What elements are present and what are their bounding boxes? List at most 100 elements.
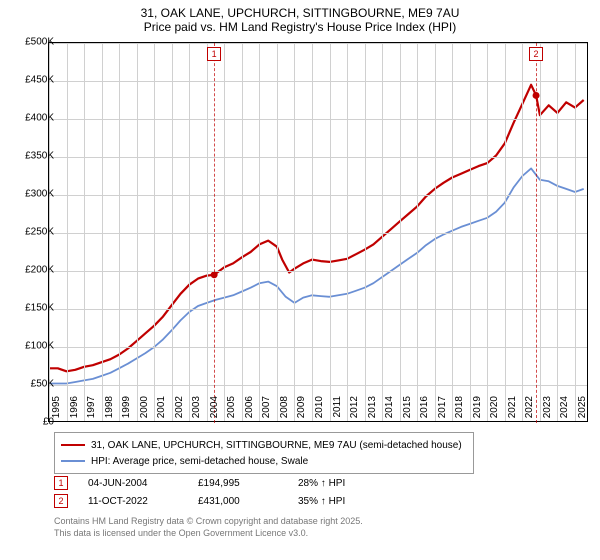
gridline-v — [540, 43, 541, 421]
x-axis-label: 2006 — [244, 396, 255, 426]
y-axis-label: £150K — [10, 303, 54, 314]
marker-box-1: 1 — [207, 47, 221, 61]
gridline-v — [557, 43, 558, 421]
tx-price-0: £194,995 — [198, 478, 278, 489]
gridline-v — [382, 43, 383, 421]
tx-price-1: £431,000 — [198, 496, 278, 507]
x-axis-label: 2019 — [472, 396, 483, 426]
marker-box-2: 2 — [529, 47, 543, 61]
gridline-v — [522, 43, 523, 421]
gridline-v — [417, 43, 418, 421]
x-axis-label: 2024 — [559, 396, 570, 426]
chart-plot-area: 12 — [48, 42, 588, 422]
y-axis-label: £250K — [10, 227, 54, 238]
legend-row: HPI: Average price, semi-detached house,… — [61, 453, 467, 469]
series-line-0 — [49, 85, 584, 372]
gridline-v — [137, 43, 138, 421]
footer-text: Contains HM Land Registry data © Crown c… — [54, 516, 363, 539]
tx-date-0: 04-JUN-2004 — [88, 478, 178, 489]
footer-line-1: Contains HM Land Registry data © Crown c… — [54, 516, 363, 528]
series-line-1 — [49, 168, 584, 383]
gridline-h — [49, 81, 587, 82]
y-axis-label: £350K — [10, 151, 54, 162]
y-axis-label: £300K — [10, 189, 54, 200]
gridline-v — [189, 43, 190, 421]
gridline-h — [49, 347, 587, 348]
x-axis-label: 2012 — [349, 396, 360, 426]
gridline-v — [330, 43, 331, 421]
tx-date-1: 11-OCT-2022 — [88, 496, 178, 507]
y-axis-label: £200K — [10, 265, 54, 276]
x-axis-label: 1998 — [104, 396, 115, 426]
x-axis-label: 2013 — [367, 396, 378, 426]
tx-delta-1: 35% ↑ HPI — [298, 496, 378, 507]
gridline-h — [49, 385, 587, 386]
x-axis-label: 2007 — [261, 396, 272, 426]
gridline-v — [505, 43, 506, 421]
gridline-v — [400, 43, 401, 421]
title-line-1: 31, OAK LANE, UPCHURCH, SITTINGBOURNE, M… — [0, 6, 600, 20]
x-axis-label: 2018 — [454, 396, 465, 426]
x-axis-label: 2000 — [139, 396, 150, 426]
x-axis-label: 2014 — [384, 396, 395, 426]
gridline-v — [575, 43, 576, 421]
x-axis-label: 2001 — [156, 396, 167, 426]
table-row: 2 11-OCT-2022 £431,000 35% ↑ HPI — [54, 492, 378, 510]
tx-marker-0: 1 — [54, 476, 68, 490]
gridline-v — [259, 43, 260, 421]
y-axis-label: £100K — [10, 341, 54, 352]
legend-box: 31, OAK LANE, UPCHURCH, SITTINGBOURNE, M… — [54, 432, 474, 474]
x-axis-label: 1997 — [86, 396, 97, 426]
gridline-h — [49, 309, 587, 310]
y-axis-label: £450K — [10, 75, 54, 86]
x-axis-label: 2023 — [542, 396, 553, 426]
gridline-h — [49, 271, 587, 272]
y-axis-label: £0 — [10, 417, 54, 428]
x-axis-label: 2015 — [402, 396, 413, 426]
x-axis-label: 2004 — [209, 396, 220, 426]
legend-swatch-1 — [61, 460, 85, 462]
x-axis-label: 2008 — [279, 396, 290, 426]
gridline-v — [172, 43, 173, 421]
y-axis-label: £400K — [10, 113, 54, 124]
marker-vline — [536, 43, 537, 423]
x-axis-label: 2020 — [489, 396, 500, 426]
legend-row: 31, OAK LANE, UPCHURCH, SITTINGBOURNE, M… — [61, 437, 467, 453]
x-axis-label: 1999 — [121, 396, 132, 426]
x-axis-label: 2011 — [332, 396, 343, 426]
x-axis-label: 2022 — [524, 396, 535, 426]
x-axis-label: 2002 — [174, 396, 185, 426]
gridline-v — [224, 43, 225, 421]
legend-label-0: 31, OAK LANE, UPCHURCH, SITTINGBOURNE, M… — [91, 440, 462, 451]
gridline-v — [154, 43, 155, 421]
gridline-v — [119, 43, 120, 421]
chart-series-svg — [49, 43, 587, 421]
gridline-v — [312, 43, 313, 421]
y-axis-label: £500K — [10, 37, 54, 48]
x-axis-label: 2016 — [419, 396, 430, 426]
x-axis-label: 1995 — [51, 396, 62, 426]
title-line-2: Price paid vs. HM Land Registry's House … — [0, 20, 600, 34]
gridline-v — [67, 43, 68, 421]
gridline-h — [49, 43, 587, 44]
x-axis-label: 2003 — [191, 396, 202, 426]
gridline-h — [49, 157, 587, 158]
gridline-h — [49, 233, 587, 234]
gridline-h — [49, 195, 587, 196]
gridline-v — [207, 43, 208, 421]
legend-swatch-0 — [61, 444, 85, 447]
x-axis-label: 2009 — [296, 396, 307, 426]
gridline-v — [347, 43, 348, 421]
marker-vline — [214, 43, 215, 423]
gridline-v — [365, 43, 366, 421]
transactions-table: 1 04-JUN-2004 £194,995 28% ↑ HPI 2 11-OC… — [54, 474, 378, 510]
x-axis-label: 2005 — [226, 396, 237, 426]
x-axis-label: 2010 — [314, 396, 325, 426]
table-row: 1 04-JUN-2004 £194,995 28% ↑ HPI — [54, 474, 378, 492]
y-axis-label: £50K — [10, 379, 54, 390]
legend-label-1: HPI: Average price, semi-detached house,… — [91, 456, 308, 467]
gridline-v — [277, 43, 278, 421]
gridline-v — [294, 43, 295, 421]
x-axis-label: 2021 — [507, 396, 518, 426]
tx-delta-0: 28% ↑ HPI — [298, 478, 378, 489]
